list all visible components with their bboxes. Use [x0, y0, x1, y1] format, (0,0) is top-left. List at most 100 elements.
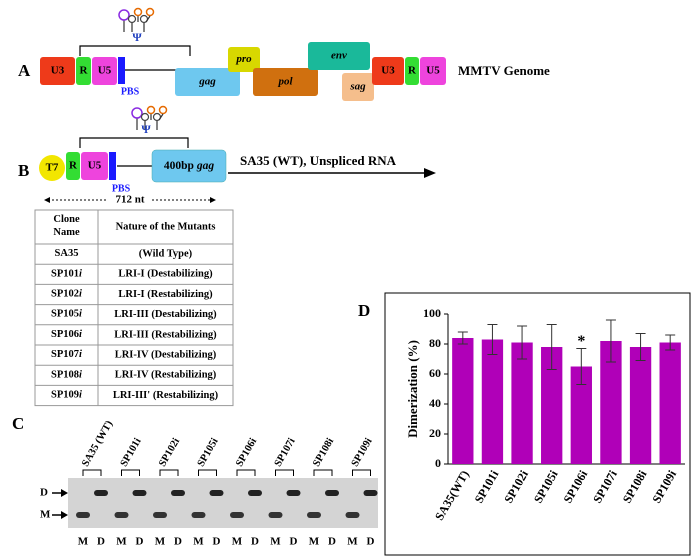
block-label: gag — [198, 76, 216, 88]
block-label: U3 — [381, 65, 395, 77]
pbs-block — [118, 57, 125, 84]
lane-bracket — [198, 469, 217, 476]
sample-label: SP102i — [157, 436, 182, 468]
psi: Ψ — [132, 30, 142, 44]
genome-block — [76, 57, 91, 85]
genome-label: MMTV Genome — [458, 63, 550, 78]
band-m — [268, 512, 283, 518]
lane-bracket — [121, 469, 140, 476]
t7-promoter — [39, 155, 65, 181]
clone-name: SP108i — [51, 370, 82, 381]
band-d — [363, 490, 378, 496]
pbs-block — [109, 152, 116, 180]
lane-letter: M — [347, 536, 358, 548]
y-tick-label: 40 — [429, 396, 441, 410]
lane-letter: M — [78, 536, 89, 548]
y-tick-label: 100 — [423, 306, 441, 320]
clone-id: SP109 — [51, 390, 79, 401]
lane-letter: M — [193, 536, 204, 548]
bar — [511, 342, 533, 464]
bar — [600, 341, 622, 464]
block-label: sag — [349, 81, 366, 93]
band-m — [307, 512, 321, 518]
y-tick-label: 20 — [429, 426, 441, 440]
x-tick-label: SP102i — [501, 467, 531, 505]
panel-frame — [384, 292, 691, 556]
mutant-nature: (Wild Type) — [139, 249, 193, 260]
error-bar — [457, 331, 468, 345]
lane-bracket — [82, 469, 102, 476]
band-m — [76, 512, 90, 518]
block-label: U3 — [51, 65, 65, 77]
error-bar — [487, 324, 498, 355]
panel-label: B — [18, 161, 29, 180]
band-d — [286, 490, 301, 496]
clone-name: SA35 — [55, 249, 79, 260]
mutant-nature: LRI-IV (Restabilizing) — [115, 370, 217, 381]
lane-bracket — [159, 469, 179, 476]
error-bar — [546, 324, 557, 370]
lane-letter: D — [97, 536, 105, 548]
band-d — [132, 490, 147, 496]
x-tick-label: SA35(WT) — [432, 468, 472, 523]
x-tick-label: SP106i — [560, 467, 590, 505]
rna-label: SA35 (WT), Unspliced RNA — [240, 153, 397, 168]
lane-letter: D — [136, 536, 144, 548]
band-d — [209, 490, 224, 496]
table-border — [34, 209, 234, 407]
panel-label: C — [12, 414, 24, 433]
arrow-head — [424, 168, 436, 178]
genome-block — [92, 57, 117, 85]
lane-letter: D — [328, 536, 336, 548]
clone-id: SP108 — [51, 370, 79, 381]
sample-label: SP101i — [119, 436, 144, 468]
construct-block — [81, 152, 108, 180]
panel-label: A — [18, 61, 31, 80]
panel-label: D — [358, 301, 370, 320]
genome-block — [372, 57, 404, 85]
block-label: R — [408, 65, 417, 77]
clone-name: SP106i — [51, 329, 82, 340]
insert-size: 400bp — [164, 160, 194, 172]
bar — [629, 347, 652, 464]
lane-bracket — [275, 469, 294, 476]
gel — [68, 478, 378, 528]
block-label: pol — [277, 76, 293, 88]
band-m — [153, 512, 167, 518]
band-d — [94, 490, 108, 496]
bar — [481, 339, 504, 464]
clone-name: SP107i — [51, 350, 82, 361]
x-tick-label: SP107i — [590, 467, 620, 505]
clone-name: SP109i — [51, 390, 82, 401]
marker-arrow-head — [61, 489, 68, 497]
marker-label: D — [40, 487, 48, 499]
y-axis-label: Dimerization (%) — [405, 340, 420, 438]
clone-id: SA35 — [55, 249, 79, 260]
lane-letter: M — [116, 536, 127, 548]
clone-suffix: i — [79, 309, 82, 320]
y-tick-label: 60 — [429, 366, 441, 380]
lane-letter: M — [270, 536, 281, 548]
stem-loops — [118, 7, 155, 33]
lane-letter: M — [155, 536, 166, 548]
lane-bracket — [313, 469, 333, 476]
clone-name: SP105i — [51, 309, 82, 320]
lane-letter: M — [232, 536, 243, 548]
genome-block — [405, 57, 419, 85]
clone-id: SP102 — [51, 289, 79, 300]
clone-id: SP105 — [51, 309, 79, 320]
block-label: pro — [235, 53, 252, 65]
lane-letter: M — [309, 536, 320, 548]
clone-id: SP107 — [51, 350, 79, 361]
genome-block — [342, 73, 374, 101]
insert-gene: gag — [196, 160, 215, 172]
genome-block — [175, 68, 240, 96]
block-label: R — [69, 160, 78, 172]
bar — [570, 366, 592, 464]
pbs-label: PBS — [121, 86, 140, 97]
mutant-nature: LRI-III' (Restabilizing) — [113, 390, 219, 401]
x-tick-label: SP105i — [531, 467, 561, 505]
length-label: 712 nt — [115, 194, 144, 206]
